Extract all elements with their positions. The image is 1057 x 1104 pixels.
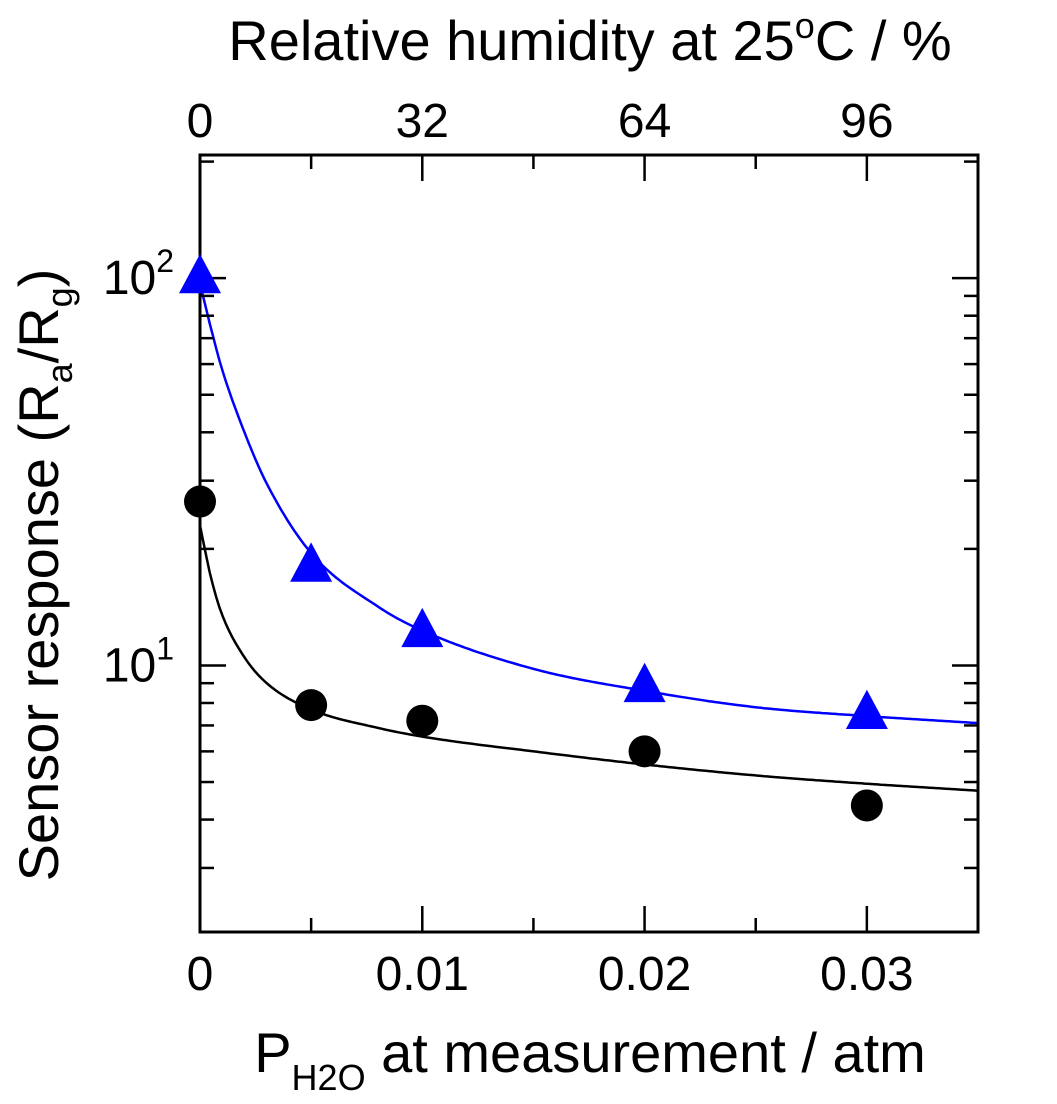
- plot-frame: [198, 153, 980, 934]
- fit-curve-circles: [198, 525, 979, 792]
- x-tick-label: 0.03: [820, 948, 913, 1001]
- x-axis-title: PH2O at measurement / atm: [254, 1021, 926, 1098]
- axis-ticks: [198, 155, 978, 932]
- data-point-triangles: [290, 542, 333, 582]
- x-top-axis-title: Relative humidity at 25oC / %: [228, 5, 951, 72]
- x-top-tick-label: 32: [396, 95, 449, 148]
- data-point-circles: [850, 789, 883, 822]
- x-tick-label: 0: [187, 948, 214, 1001]
- y-tick-label: 102: [103, 243, 174, 305]
- data-point-circles: [184, 485, 216, 518]
- x-tick-label: 0.01: [376, 948, 469, 1001]
- x-top-tick-label: 96: [840, 95, 893, 148]
- data-point-triangles: [845, 689, 888, 729]
- data-point-circles: [628, 735, 661, 768]
- fit-curve-triangles: [198, 283, 979, 725]
- data-point-triangles: [401, 607, 444, 648]
- data-points: [179, 254, 888, 822]
- y-axis-title: Sensor response (Ra/Rg): [7, 269, 80, 882]
- x-tick-label: 0.02: [598, 948, 691, 1001]
- x-top-tick-label: 0: [187, 95, 214, 148]
- data-point-triangles: [179, 254, 221, 294]
- fit-curves: [198, 283, 979, 792]
- data-point-circles: [406, 704, 439, 737]
- x-top-tick-label: 64: [618, 95, 671, 148]
- tick-labels: 0 0.01 0.02 0.03 0 32 64 96 101 102: [103, 95, 914, 1001]
- data-point-triangles: [623, 662, 666, 703]
- y-tick-label: 101: [103, 630, 174, 692]
- data-point-circles: [295, 689, 328, 722]
